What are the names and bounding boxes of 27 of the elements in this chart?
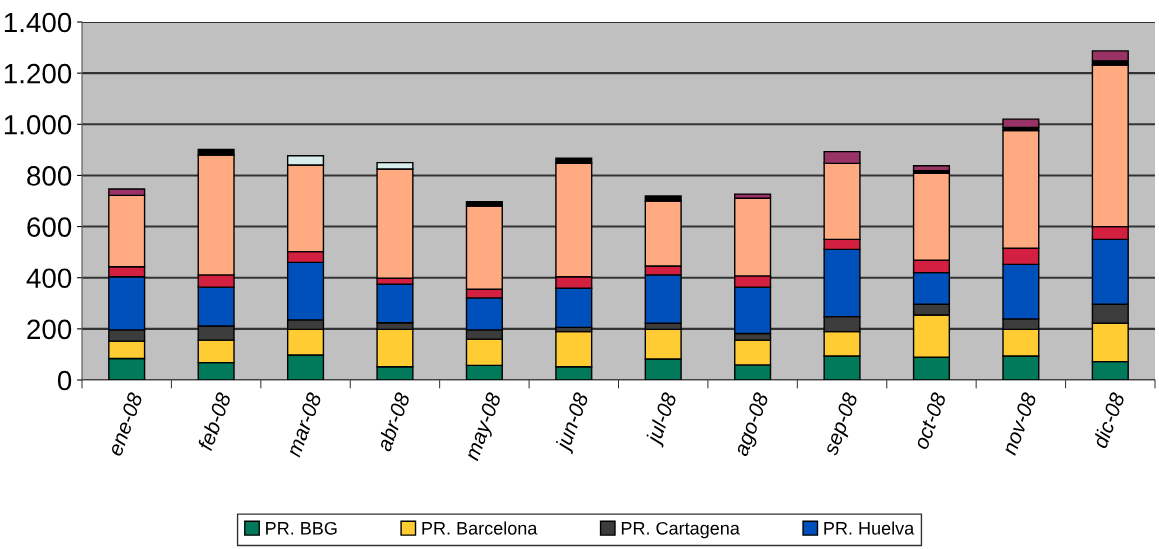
bar (1002, 118, 1040, 129)
y-tick-label: 0 (57, 370, 72, 391)
x-tick-label: ago-08 (733, 391, 773, 459)
x-tick-label: abr-08 (375, 391, 411, 453)
y-tick-label: 1.400 (4, 12, 72, 33)
bar (912, 165, 951, 172)
x-tick-label: oct-08 (913, 391, 947, 451)
y-tick-label: 600 (27, 217, 72, 237)
x-tick-label: jun-08 (553, 391, 593, 455)
x-tick-label: dic-08 (1091, 391, 1126, 449)
x-tick-label: nov-08 (1001, 391, 1037, 456)
y-tick-label: 200 (27, 319, 72, 340)
x-tick-label: may-08 (464, 391, 506, 463)
legend-label: PR. Huelva (824, 521, 915, 535)
x-tick-label: mar-08 (285, 391, 322, 458)
y-tick-label: 800 (27, 166, 72, 186)
x-tick-label: ene-08 (107, 391, 144, 457)
bar (1091, 50, 1129, 62)
legend-label: PR. BBG (266, 521, 337, 535)
legend-label: PR. Barcelona (422, 521, 538, 535)
y-tick-label: 400 (26, 268, 72, 289)
y-tick-label: 1.200 (4, 63, 72, 84)
y-tick-label: 1.000 (4, 114, 72, 135)
x-tick-label: jul-08 (644, 391, 682, 448)
x-tick-label: feb-08 (197, 391, 232, 452)
legend-label: PR. Cartagena (621, 521, 740, 539)
x-tick-label: sep-08 (822, 391, 863, 458)
